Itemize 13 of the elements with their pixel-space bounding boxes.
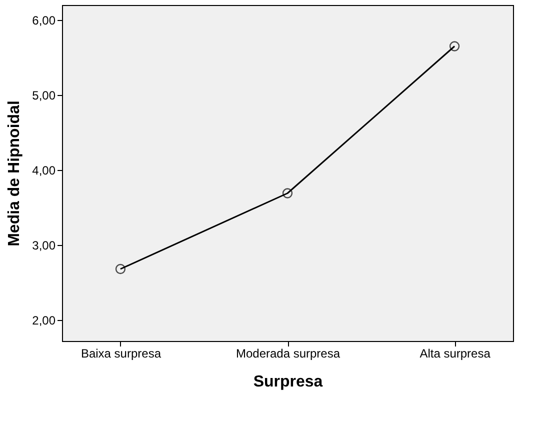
y-axis-title: Media de Hipnoidal (6, 100, 24, 246)
point (115, 264, 126, 274)
y-tick-label: 3,00 (32, 238, 56, 252)
y-tick-label: 4,00 (32, 164, 56, 178)
x-tick-label: Moderada surpresa (236, 346, 340, 360)
point (282, 188, 293, 198)
y-tick-label: 5,00 (32, 88, 56, 102)
x-tick-label: Baixa surpresa (80, 346, 162, 360)
y-tick-label: 2,00 (32, 314, 56, 328)
y-tick-label: 6,00 (32, 14, 56, 28)
point (449, 41, 460, 52)
x-tick-label: Alta surpresa (420, 346, 491, 360)
x-axis-title: Surpresa (253, 374, 323, 390)
